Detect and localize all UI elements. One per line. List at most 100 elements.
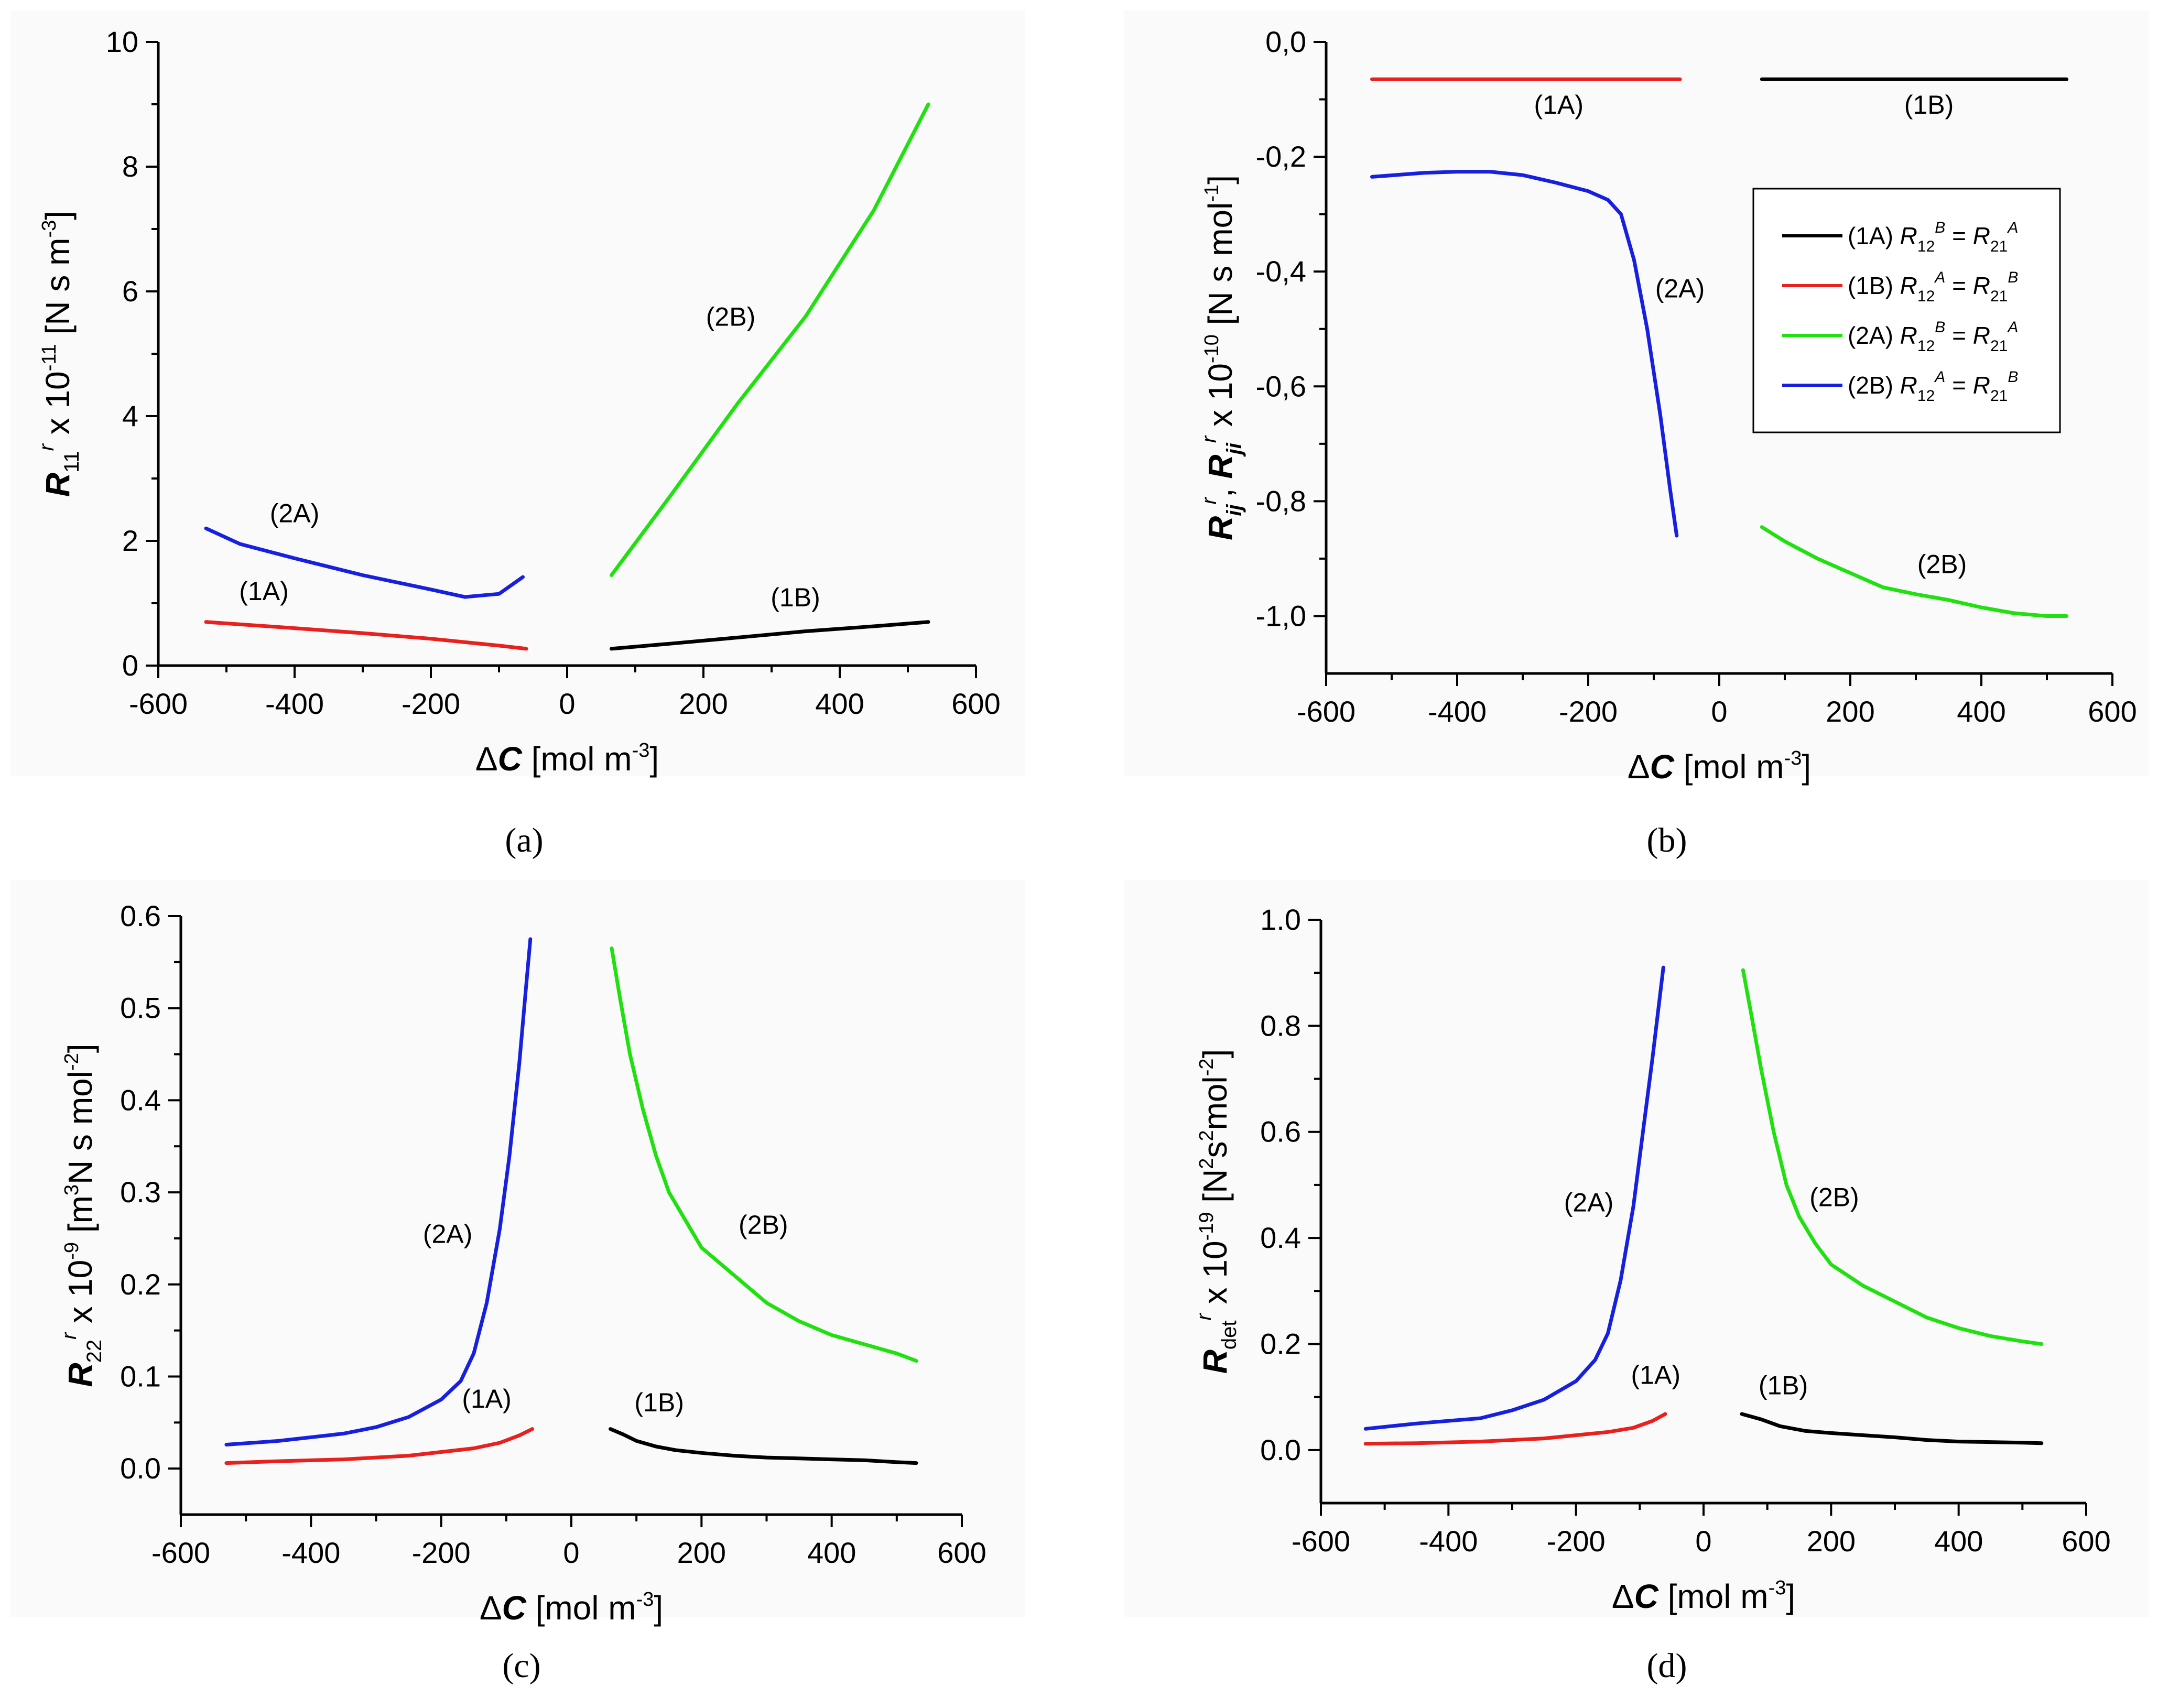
series-line-1b [610, 620, 930, 651]
curve-annotation: (2A) [423, 1220, 472, 1249]
curve-annotation: (1A) [1631, 1360, 1680, 1389]
y-title-var: R [1201, 516, 1239, 540]
legend-b: R [1973, 222, 1990, 249]
y-tick-label: 2 [122, 524, 138, 557]
x-title-exp: -3 [1784, 747, 1802, 769]
panel-background [10, 10, 1025, 776]
y-tick-label: -0,6 [1256, 369, 1307, 402]
y-title-unit2: N s mol [61, 1071, 99, 1184]
legend-a: R [1893, 372, 1917, 399]
y-tick-label: -1,0 [1256, 599, 1307, 632]
y-title-var: R [61, 1363, 99, 1387]
y-title-unit-mid: 3 [61, 1184, 83, 1195]
x-tick-label: 0 [1695, 1525, 1711, 1558]
legend-b-sup: A [2007, 219, 2018, 236]
y-tick-label: 0.8 [1260, 1009, 1301, 1042]
panel-background [10, 880, 1025, 1617]
curve-annotation: (1B) [1759, 1371, 1808, 1400]
x-title-unit: [mol m [526, 1589, 636, 1627]
y-title-sup: r [58, 1332, 81, 1340]
x-title-exp: -3 [636, 1589, 654, 1611]
legend: (1A) R12B = R21A(1B) R12A = R21B(2A) R12… [1752, 188, 2061, 433]
series-line-1a [224, 1427, 534, 1465]
series-line-2b [610, 947, 918, 1363]
panel-label: (b) [1647, 821, 1687, 860]
legend-b-sup: A [2007, 319, 2018, 336]
legend-entry: (2A) R12B = R21A [1848, 319, 2018, 355]
panel-a: -600 -400 -200 0 200 400 600 0 2 4 6 8 10 (2A) (1A) (2B… [10, 10, 1025, 860]
x-tick-label: 200 [677, 1536, 726, 1569]
curve-annotation: (1A) [462, 1384, 511, 1413]
x-tick-label: -400 [1419, 1525, 1478, 1558]
y-tick-label: -0,4 [1256, 255, 1307, 288]
x-title-var: C [498, 740, 523, 778]
legend-label: (1B) [1848, 272, 1893, 299]
curve-annotation: (1B) [1904, 90, 1954, 119]
y-title-var2: R [1201, 454, 1239, 478]
y-title-unit: [m [61, 1195, 99, 1242]
x-title-delta: Δ [1628, 748, 1650, 786]
y-tick-label: 0.2 [120, 1268, 161, 1301]
y-tick-label: 0.3 [120, 1176, 161, 1209]
x-tick-label: 200 [1826, 695, 1874, 728]
y-tick-label: 0.6 [1260, 1115, 1301, 1148]
legend-a: R [1893, 272, 1917, 299]
x-tick-label: 400 [1934, 1525, 1983, 1558]
y-tick-label: 0.0 [1260, 1433, 1301, 1466]
y-title-sup: r [1198, 496, 1221, 504]
y-title-unit-mid: 2 [1196, 1158, 1218, 1169]
y-title-sup2: r [1198, 435, 1221, 443]
legend-a-sub: 12 [1917, 288, 1935, 305]
y-title-rest: x 10 [1201, 363, 1239, 436]
x-tick-label: 400 [1957, 695, 2005, 728]
x-title-var: C [1650, 748, 1675, 786]
y-title-unit: [N s mol [1201, 202, 1239, 334]
x-title-delta: Δ [1612, 1578, 1634, 1615]
y-title-sup: r [35, 443, 58, 451]
panel-background [1124, 880, 2149, 1617]
y-axis-title: R22r x 10-9 [m3N s mol-2] [58, 1043, 106, 1387]
curve-annotation: (2B) [1917, 549, 1967, 579]
panel-c: -600 -400 -200 0 200 400 600 0.0 0.1 0.2 0.3 0.4 0.5… [10, 880, 1025, 1685]
legend-b-sup: B [2008, 269, 2018, 286]
y-tick-label: 0.0 [120, 1452, 161, 1485]
y-title-close: ] [1201, 175, 1239, 184]
legend-b-sub: 21 [1990, 338, 2008, 355]
y-title-exp: -11 [38, 344, 60, 371]
x-tick-label: 0 [559, 687, 575, 720]
series-line-2a [1363, 965, 1665, 1431]
legend-b: R [1973, 322, 1990, 349]
legend-a-sup: B [1935, 219, 1945, 236]
y-title-unit-exp: -2 [1196, 1058, 1218, 1076]
y-title-close: ] [1196, 1049, 1234, 1059]
y-tick-label: 0.5 [120, 992, 161, 1025]
legend-label: (2B) [1848, 372, 1893, 399]
y-title-var: R [39, 473, 77, 497]
y-title-unit: [N s m [39, 237, 77, 344]
y-axis-title: R11r x 10-11 [N s m-3] [35, 211, 83, 497]
x-tick-label: 200 [679, 687, 728, 720]
legend-a-sup: A [1934, 368, 1945, 386]
y-title-exp: -9 [61, 1242, 83, 1260]
y-title-unit3: mol [1196, 1076, 1234, 1130]
x-tick-label: 0 [1711, 695, 1727, 728]
curve-annotation: (2B) [739, 1210, 788, 1239]
y-axis-title: Rijr, Rjir x 10-10 [N s mol-1] [1198, 175, 1246, 540]
legend-b: R [1973, 272, 1990, 299]
x-tick-label: -200 [1559, 695, 1618, 728]
x-title-close: ] [649, 740, 659, 778]
x-tick-label: -400 [265, 687, 324, 720]
series-line-2a [224, 937, 533, 1446]
y-title-sub: 22 [83, 1340, 106, 1363]
y-title-unit-exp: -3 [38, 220, 60, 238]
x-tick-label: -600 [1297, 695, 1355, 728]
y-title-unit-exp: -2 [61, 1053, 83, 1071]
y-title-unit-exp: -1 [1201, 184, 1223, 202]
legend-a-sub: 12 [1917, 338, 1935, 355]
y-title-unit-mid2: 2 [1196, 1130, 1218, 1141]
series-line-2a [1370, 170, 1679, 538]
legend-a: R [1893, 322, 1917, 349]
legend-b-sub: 21 [1990, 288, 2008, 305]
x-axis-title: ΔC [mol m-3] [1612, 1577, 1795, 1615]
